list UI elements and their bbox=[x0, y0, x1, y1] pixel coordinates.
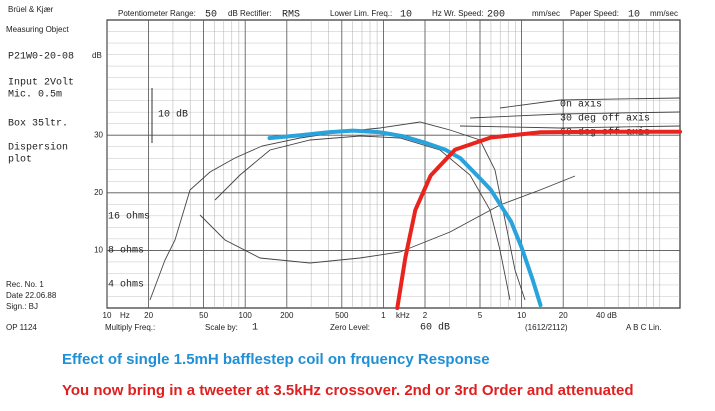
footer: Scale by: bbox=[205, 323, 238, 332]
header: Lower Lim. Freq.: bbox=[330, 9, 392, 18]
scan-trace bbox=[499, 97, 681, 109]
x-tick-label: 20 bbox=[144, 311, 153, 320]
footer: 40 dB bbox=[596, 311, 617, 320]
x-tick-label: 10 bbox=[517, 311, 526, 320]
annotation: 0n axis bbox=[560, 99, 602, 111]
x-tick-label: 100 bbox=[239, 311, 253, 320]
sidebar: Dispersion bbox=[8, 142, 68, 154]
y-tick-label: 20 bbox=[94, 188, 103, 197]
sidebar: Rec. No. 1 bbox=[6, 280, 44, 289]
series-line bbox=[267, 128, 543, 308]
annotation: 16 ohms bbox=[108, 211, 150, 223]
header: RMS bbox=[282, 10, 300, 21]
header: Hz Wr. Speed: bbox=[432, 9, 483, 18]
footer: 60 dB bbox=[420, 322, 450, 334]
caption: Effect of single 1.5mH bafflestep coil o… bbox=[62, 351, 490, 368]
sidebar: Input 2Volt bbox=[8, 77, 74, 89]
footer: Zero Level: bbox=[330, 323, 370, 332]
series-line bbox=[395, 129, 682, 310]
header: 50 bbox=[205, 10, 217, 21]
footer: Multiply Freq.: bbox=[105, 323, 155, 332]
header: 10 bbox=[400, 10, 412, 21]
header: Paper Speed: bbox=[570, 9, 619, 18]
footer: A B C Lin. bbox=[626, 323, 662, 332]
sidebar: Date 22.06.88 bbox=[6, 291, 57, 300]
x-tick-label: 200 bbox=[280, 311, 294, 320]
x-tick-label: 5 bbox=[478, 311, 483, 320]
sidebar: P21W0-20-08 bbox=[8, 52, 74, 63]
footer: 1 bbox=[252, 323, 258, 334]
scan-trace bbox=[459, 125, 681, 129]
header: 10 bbox=[628, 10, 640, 21]
annotation: 30 deg off axis bbox=[560, 113, 650, 125]
scan-trace bbox=[199, 175, 576, 264]
paper-grid bbox=[106, 20, 680, 308]
sidebar: Measuring Object bbox=[6, 25, 69, 34]
scan-trace bbox=[214, 135, 511, 301]
sidebar: plot bbox=[8, 154, 32, 166]
annotation: 8 ohms bbox=[108, 245, 144, 257]
sidebar: Sign.: BJ bbox=[6, 302, 38, 311]
header: Brüel & Kjær bbox=[8, 5, 54, 14]
annotation: 10 dB bbox=[158, 109, 188, 121]
header: 200 bbox=[487, 10, 505, 21]
x-tick-label: 500 bbox=[335, 311, 349, 320]
caption: You now bring in a tweeter at 3.5kHz cro… bbox=[62, 382, 634, 399]
annotation: kHz bbox=[396, 311, 410, 320]
scan-traces bbox=[149, 97, 681, 301]
sidebar: Box 35ltr. bbox=[8, 118, 68, 130]
header: dB Rectifier: bbox=[228, 9, 272, 18]
header: Potentiometer Range: bbox=[118, 9, 196, 18]
header: mm/sec bbox=[532, 9, 560, 18]
x-tick-label: 50 bbox=[199, 311, 208, 320]
x-tick-label: 1 bbox=[381, 311, 386, 320]
footer: (1612/2112) bbox=[525, 323, 568, 332]
y-tick-label: 10 bbox=[94, 246, 103, 255]
annotation: 4 ohms bbox=[108, 279, 144, 291]
annotation: dB bbox=[92, 51, 102, 60]
sidebar: Mic. 0.5m bbox=[8, 89, 62, 101]
sidebar: OP 1124 bbox=[6, 323, 37, 332]
x-tick-label: 2 bbox=[423, 311, 428, 320]
y-tick-label: 30 bbox=[94, 130, 103, 139]
x-tick-label: 20 bbox=[559, 311, 568, 320]
x-tick-label: 10 bbox=[103, 311, 112, 320]
header: mm/sec bbox=[650, 9, 678, 18]
scan-trace bbox=[469, 111, 681, 119]
annotation: Hz bbox=[120, 311, 130, 320]
